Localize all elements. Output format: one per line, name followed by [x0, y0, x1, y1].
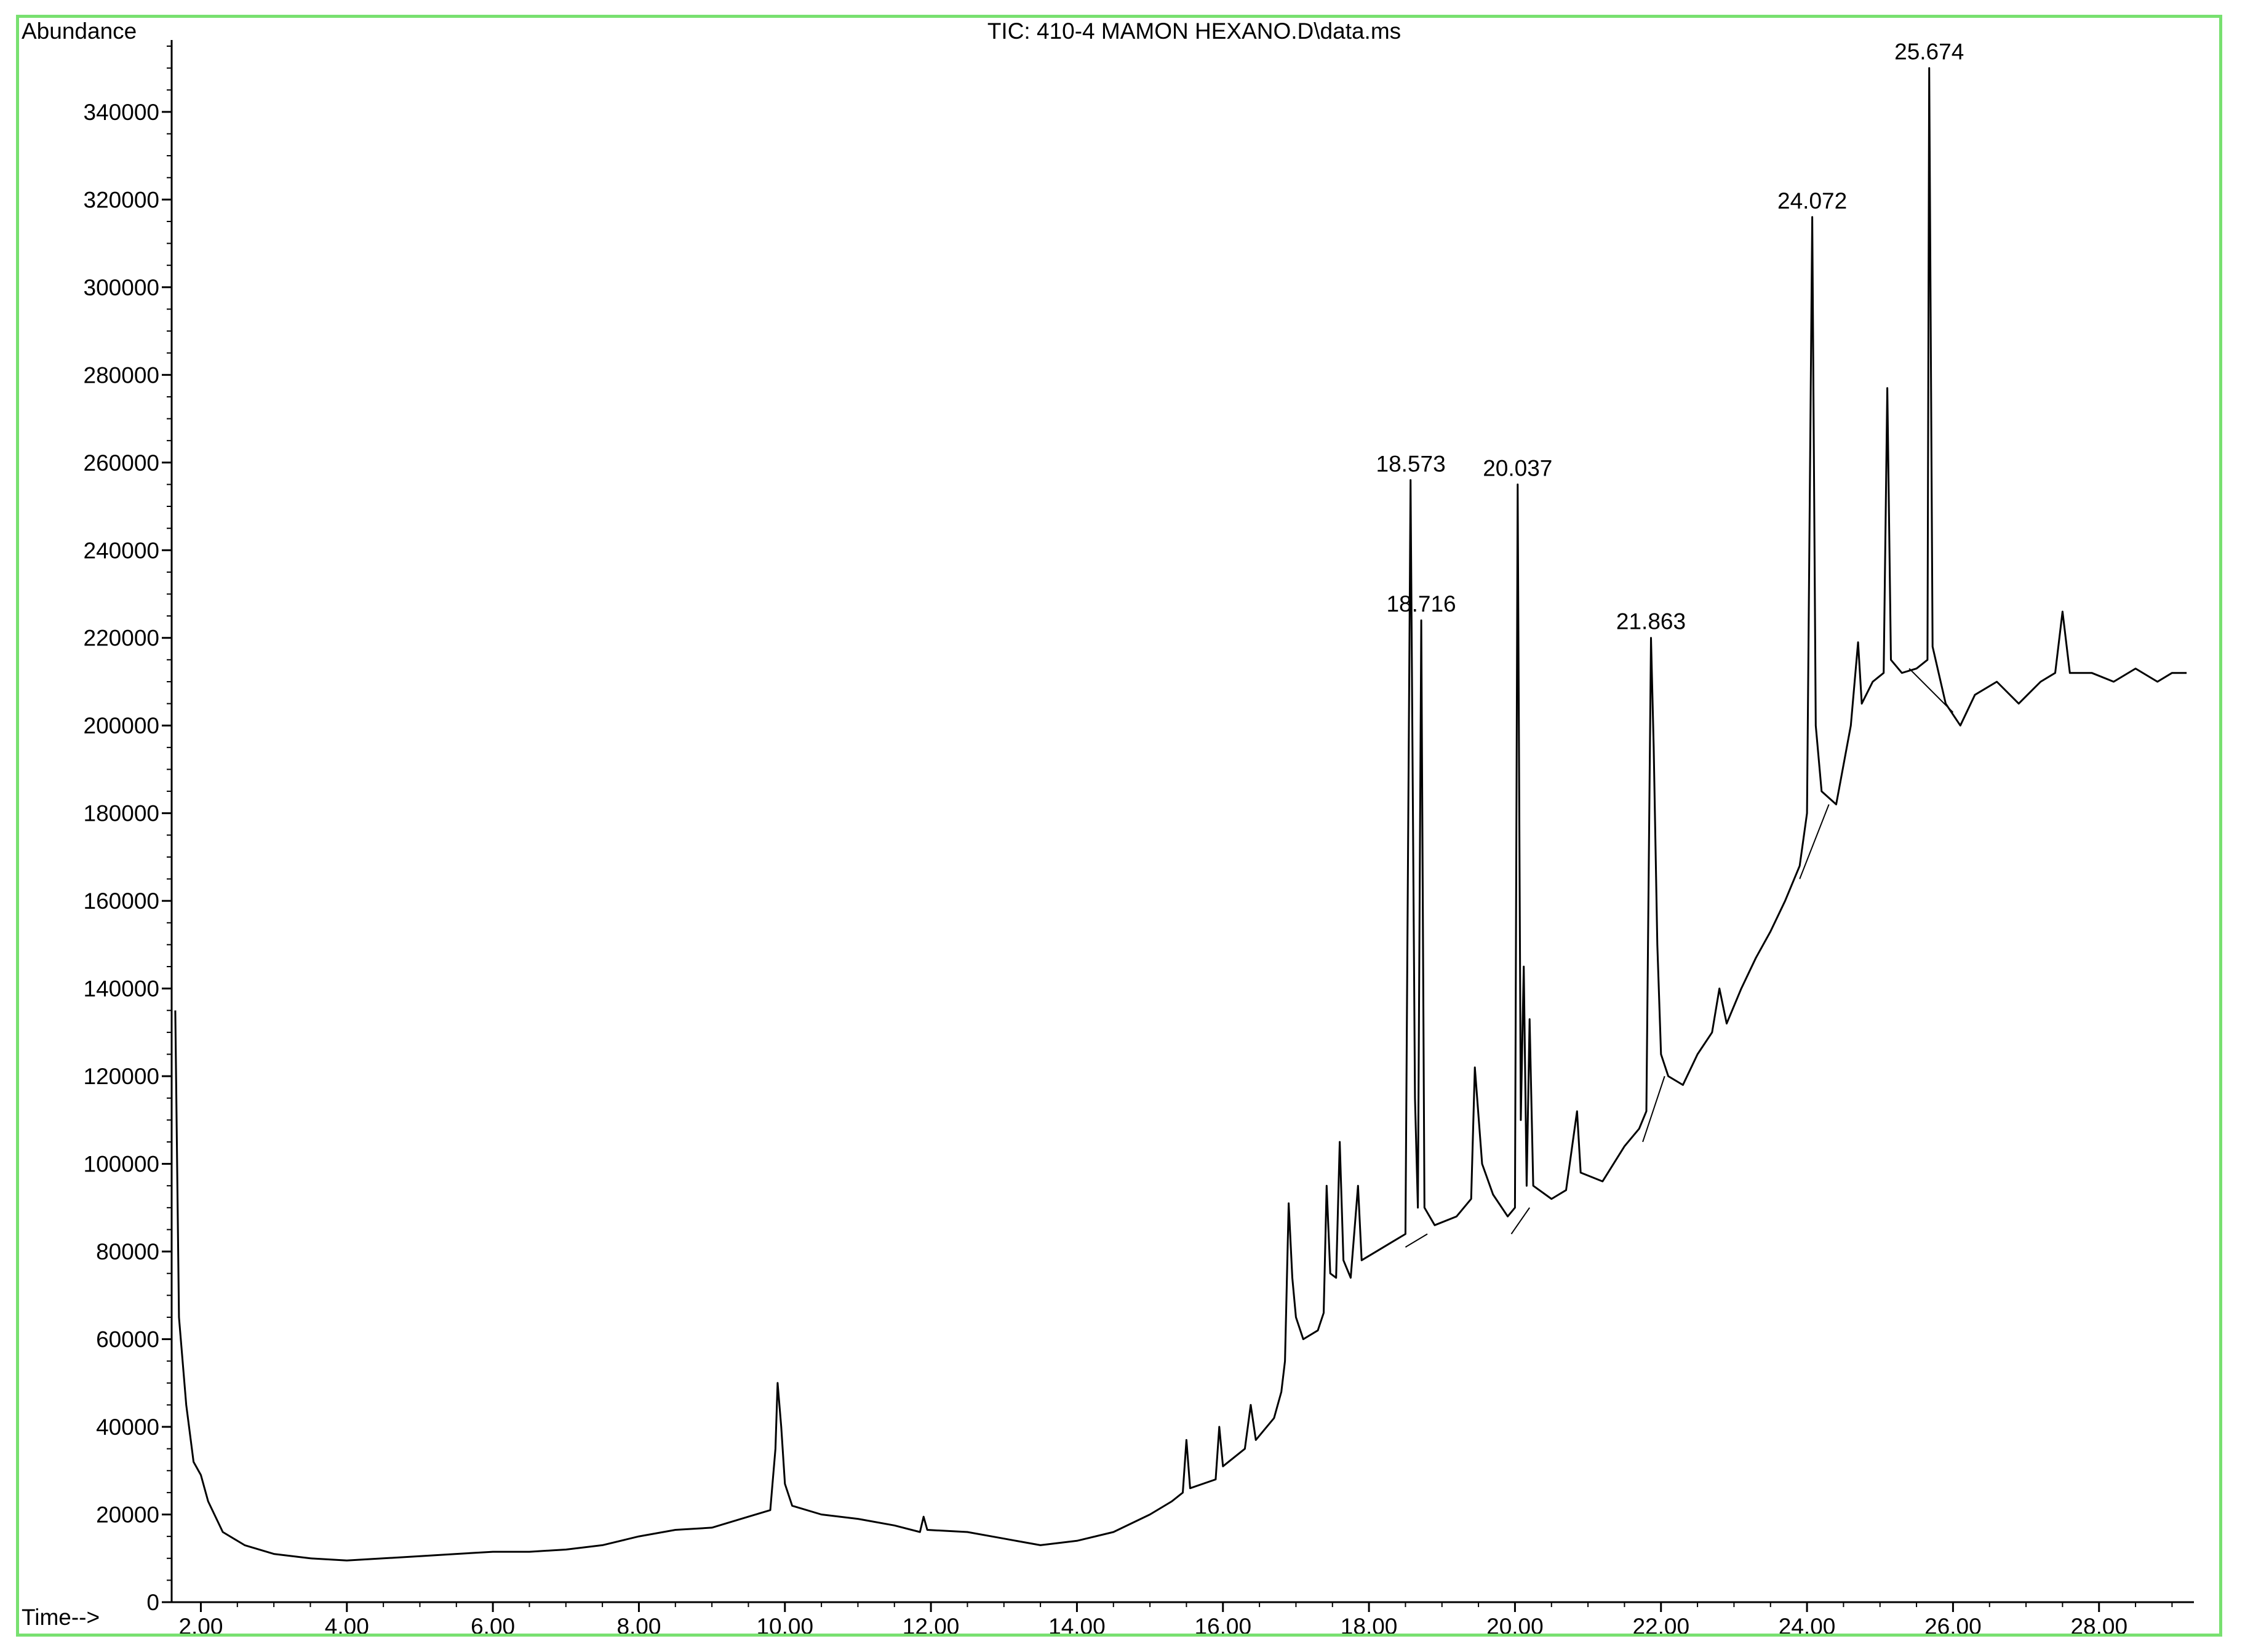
- peak-label: 18.716: [1386, 591, 1456, 617]
- peak-label: 21.863: [1616, 609, 1686, 634]
- x-tick-label: 10.00: [756, 1614, 813, 1634]
- y-tick-label: 260000: [84, 450, 159, 476]
- x-tick-label: 22.00: [1632, 1614, 1689, 1634]
- peak-label: 20.037: [1483, 455, 1552, 481]
- chart-title: TIC: 410-4 MAMON HEXANO.D\data.ms: [987, 18, 1401, 44]
- y-tick-label: 80000: [96, 1239, 159, 1264]
- x-axis-title: Time-->: [22, 1605, 100, 1630]
- y-tick-label: 180000: [84, 801, 159, 826]
- peak-label: 24.072: [1777, 188, 1847, 213]
- peak-label: 25.674: [1894, 39, 1964, 65]
- integration-baseline: [1405, 1233, 1428, 1248]
- chromatogram-chart: Abundance TIC: 410-4 MAMON HEXANO.D\data…: [22, 18, 2194, 1634]
- x-tick-label: 12.00: [903, 1614, 960, 1634]
- y-tick-label: 40000: [96, 1415, 159, 1440]
- axes: 0 20000 40000 60000 80000 100000 120000 140000 1…: [84, 40, 2194, 1634]
- x-tick-label: 6.00: [471, 1614, 515, 1634]
- peak-label: 18.573: [1376, 451, 1446, 476]
- x-tick-label: 16.00: [1194, 1614, 1251, 1634]
- x-tick-label: 2.00: [178, 1614, 223, 1634]
- x-tick-label: 4.00: [325, 1614, 369, 1634]
- y-axis-title: Abundance: [22, 18, 137, 44]
- y-tick-label: 60000: [96, 1327, 159, 1352]
- integration-baseline: [1642, 1075, 1665, 1143]
- tic-trace: [174, 67, 2187, 1562]
- integration-baseline: [1908, 668, 1954, 713]
- y-tick-label: 340000: [84, 100, 159, 125]
- y-tick-label: 300000: [84, 275, 159, 300]
- y-tick-label: 320000: [84, 187, 159, 212]
- y-tick-label: 0: [146, 1590, 159, 1615]
- integration-baseline: [1799, 804, 1830, 879]
- x-tick-label: 18.00: [1341, 1614, 1398, 1634]
- y-tick-label: 160000: [84, 888, 159, 914]
- y-tick-label: 220000: [84, 626, 159, 651]
- x-tick-label: 26.00: [1924, 1614, 1982, 1634]
- x-tick-label: 20.00: [1486, 1614, 1544, 1634]
- integration-baseline: [1510, 1207, 1530, 1235]
- y-tick-label: 120000: [84, 1064, 159, 1089]
- chart-frame: Abundance TIC: 410-4 MAMON HEXANO.D\data…: [16, 15, 2222, 1637]
- tic-line: [174, 67, 2187, 1562]
- y-tick-label: 100000: [84, 1152, 159, 1177]
- y-tick-label: 20000: [96, 1502, 159, 1528]
- x-tick-label: 28.00: [2070, 1614, 2127, 1634]
- y-tick-label: 280000: [84, 362, 159, 388]
- peak-labels: 18.573 18.716 20.037 21.863 24.072 25.674: [1376, 39, 1964, 634]
- y-tick-label: 240000: [84, 538, 159, 563]
- y-tick-label: 200000: [84, 713, 159, 738]
- x-tick-label: 8.00: [616, 1614, 661, 1634]
- y-tick-label: 140000: [84, 976, 159, 1002]
- x-tick-label: 14.00: [1048, 1614, 1106, 1634]
- x-tick-label: 24.00: [1779, 1614, 1836, 1634]
